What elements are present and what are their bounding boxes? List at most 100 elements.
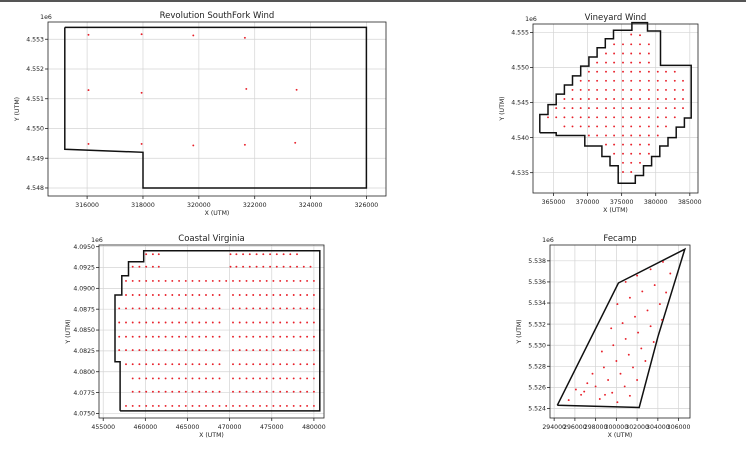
turbine-point [245, 349, 248, 352]
turbine-point [243, 143, 246, 146]
turbine-point [665, 70, 667, 73]
turbine-point [285, 363, 288, 366]
turbine-point [630, 52, 633, 55]
turbine-point [265, 377, 268, 380]
turbine-point [579, 107, 582, 110]
turbine-point [178, 404, 181, 407]
turbine-point [587, 98, 590, 100]
turbine-point [138, 377, 141, 380]
turbine-point [205, 349, 207, 352]
turbine-point [624, 280, 627, 283]
turbine-point [145, 349, 148, 352]
turbine-point [269, 265, 272, 268]
turbine-point [622, 116, 624, 119]
turbine-point [259, 390, 261, 393]
turbine-point [292, 404, 295, 407]
turbine-point [242, 265, 245, 268]
turbine-point [596, 116, 599, 119]
axes-frame [549, 244, 691, 419]
axes-frame [98, 244, 325, 419]
turbine-point [299, 349, 302, 352]
turbine-point [178, 279, 181, 282]
turbine-point [306, 307, 309, 310]
turbine-point [238, 321, 241, 324]
turbine-point [647, 152, 650, 155]
turbine-point [232, 349, 234, 352]
turbine-point [289, 253, 292, 256]
turbine-point [580, 393, 583, 396]
turbine-point [647, 98, 650, 100]
turbine-point [605, 107, 607, 110]
turbine-point [151, 294, 154, 296]
turbine-point [259, 294, 261, 296]
turbine-point [235, 265, 238, 268]
turbine-point [639, 161, 641, 164]
turbine-point [613, 134, 616, 137]
turbine-point [279, 307, 282, 310]
turbine-point [198, 321, 201, 324]
turbine-point [191, 335, 194, 338]
turbine-point [292, 349, 295, 352]
turbine-point [157, 404, 160, 407]
site-boundary [539, 21, 692, 184]
turbine-point [656, 70, 659, 73]
turbine-point [205, 307, 207, 310]
turbine-point [634, 315, 636, 318]
turbine-point [131, 265, 134, 268]
turbine-point [272, 363, 275, 366]
turbine-point [145, 390, 148, 393]
turbine-point [229, 265, 232, 268]
y-tick-label: 5.534 [528, 300, 546, 307]
turbine-point [630, 43, 633, 46]
turbine-point [265, 390, 268, 393]
turbine-point [630, 61, 633, 64]
turbine-point [285, 321, 288, 324]
turbine-point [259, 349, 261, 352]
turbine-point [269, 253, 272, 256]
y-tick-label: 4.0900 [73, 286, 95, 293]
turbine-point [587, 125, 590, 128]
x-tick-label: 298000 [584, 424, 608, 431]
turbine-point [587, 107, 590, 110]
turbine-point [252, 321, 255, 324]
turbine-point [622, 134, 624, 137]
turbine-point [259, 279, 261, 282]
turbine-point [587, 134, 590, 137]
turbine-point [656, 98, 659, 100]
turbine-point [232, 404, 234, 407]
turbine-point [131, 307, 134, 310]
turbine-point [138, 390, 141, 393]
turbine-point [602, 366, 605, 369]
turbine-point [211, 279, 214, 282]
turbine-point [282, 253, 285, 256]
turbine-point [306, 404, 309, 407]
turbine-point [605, 70, 607, 73]
turbine-point [299, 363, 302, 366]
turbine-point [652, 341, 655, 343]
turbine-point [131, 294, 134, 296]
turbine-point [164, 404, 167, 407]
y-tick-label: 4.0825 [73, 348, 95, 355]
turbine-point [662, 260, 664, 263]
turbine-point [649, 268, 652, 271]
plot-area [550, 245, 690, 418]
turbine-point [171, 279, 174, 282]
turbine-point [252, 404, 255, 407]
x-tick-label: 296000 [563, 424, 587, 431]
turbine-point [640, 347, 643, 350]
turbine-point [245, 321, 248, 324]
turbine-point [252, 349, 255, 352]
turbine-point [647, 134, 650, 137]
turbine-point [591, 372, 594, 375]
turbine-point [587, 79, 590, 82]
turbine-point [238, 307, 241, 310]
turbine-point [639, 134, 641, 137]
turbine-point [563, 125, 566, 128]
turbine-point [198, 335, 201, 338]
turbine-point [639, 34, 641, 37]
turbine-point [145, 363, 148, 366]
x-tick-label: 375000 [610, 199, 634, 206]
turbine-point [151, 265, 154, 268]
turbine-point [605, 125, 607, 128]
turbine-point [583, 390, 586, 393]
